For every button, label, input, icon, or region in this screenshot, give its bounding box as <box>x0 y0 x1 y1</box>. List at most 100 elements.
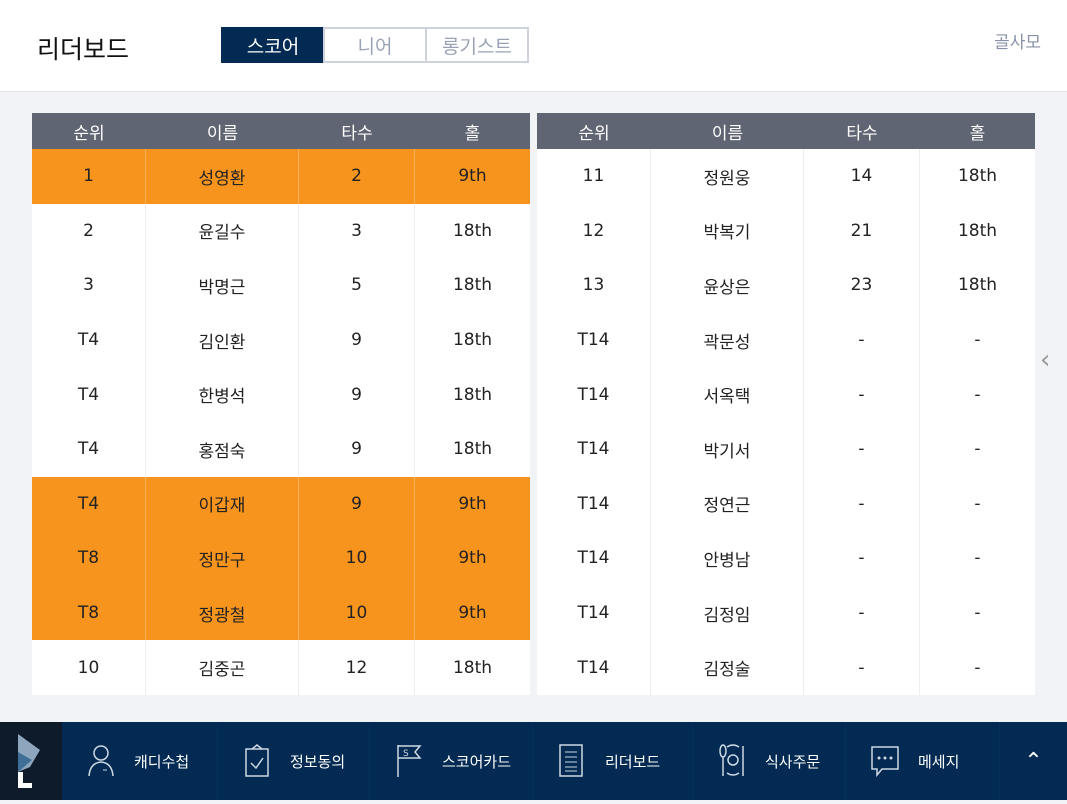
table-row[interactable]: T8 정광철 10 9th <box>32 585 530 641</box>
table-row[interactable]: T14 박기서 - - <box>537 421 1035 477</box>
rank-cell: T14 <box>537 640 651 695</box>
nav-item-0[interactable]: 캐디수첩 <box>62 722 218 800</box>
hole-cell: 18th <box>957 275 998 296</box>
name-cell: 김중곤 <box>146 640 299 695</box>
name-cell: 박기서 <box>651 421 804 477</box>
column-header: 타수 <box>341 123 373 144</box>
hole-cell: - <box>974 657 981 678</box>
table-row[interactable]: T14 곽문성 - - <box>537 312 1035 368</box>
name-cell: 성영환 <box>146 149 299 204</box>
column-header: 홀 <box>464 123 481 144</box>
meal-icon <box>719 744 744 776</box>
table-header: 순위 이름 타수 홀 <box>537 113 1035 149</box>
strokes-cell: 3 <box>299 203 415 259</box>
table-row[interactable]: 3 박명근 5 18th <box>32 258 530 313</box>
name-cell: 김인환 <box>146 312 299 368</box>
strokes-cell: - <box>804 531 920 586</box>
strokes-cell: - <box>804 640 920 695</box>
table-row[interactable]: T8 정만구 10 9th <box>32 531 530 586</box>
rank-cell: T14 <box>537 367 651 422</box>
rank-cell: 3 <box>32 258 146 313</box>
flag-icon: S <box>397 745 422 777</box>
table-row[interactable]: 10 김중곤 12 18th <box>32 640 530 695</box>
bottom-nav: 캐디수첩 정보동의 S 스코어카드 리더보드 식사주문 메세지 ⌃ <box>0 722 1067 800</box>
column-header: 이름 <box>206 123 239 144</box>
nav-label: 리더보드 <box>605 752 661 771</box>
rank-cell: 1 <box>32 149 146 204</box>
column-header: 타수 <box>846 123 878 144</box>
nav-item-1[interactable]: 정보동의 <box>218 722 370 800</box>
table-row[interactable]: T4 김인환 9 18th <box>32 312 530 368</box>
name-cell: 김정술 <box>651 640 804 695</box>
name-cell: 정광철 <box>146 585 299 641</box>
strokes-cell: 9 <box>299 476 415 532</box>
name-cell: 김정임 <box>651 585 804 641</box>
strokes-cell: 23 <box>804 258 920 313</box>
name-cell: 박복기 <box>651 203 804 259</box>
rank-cell: T8 <box>32 531 146 586</box>
rank-cell: 13 <box>537 258 651 313</box>
tab-group: 스코어 니어 롱기스트 <box>221 27 529 63</box>
caddie-icon <box>88 745 114 777</box>
table-row[interactable]: T4 이갑재 9 9th <box>32 476 530 532</box>
strokes-cell: 12 <box>299 640 415 695</box>
table-row[interactable]: T14 김정술 - - <box>537 640 1035 695</box>
hole-cell: 18th <box>957 166 998 187</box>
nav-label: 메세지 <box>918 752 960 771</box>
chevron-left-icon[interactable]: ‹ <box>1040 345 1051 375</box>
table-row[interactable]: T14 김정임 - - <box>537 585 1035 641</box>
table-header: 순위 이름 타수 홀 <box>32 113 530 149</box>
rank-cell: T8 <box>32 585 146 641</box>
nav-item-2[interactable]: S 스코어카드 <box>370 722 533 800</box>
column-header: 순위 <box>73 123 105 144</box>
name-cell: 이갑재 <box>146 476 299 532</box>
name-cell: 정연근 <box>651 476 804 532</box>
table-row[interactable]: T14 정연근 - - <box>537 476 1035 532</box>
app-logo[interactable] <box>0 722 68 800</box>
rank-cell: 11 <box>537 149 651 204</box>
table-row[interactable]: 12 박복기 21 18th <box>537 203 1035 259</box>
hole-cell: - <box>974 330 981 351</box>
tab-score[interactable]: 스코어 <box>221 27 325 63</box>
strokes-cell: 2 <box>299 149 415 204</box>
table-row[interactable]: 11 정원웅 14 18th <box>537 149 1035 204</box>
nav-item-3[interactable]: 리더보드 <box>533 722 693 800</box>
nav-item-4[interactable]: 식사주문 <box>693 722 846 800</box>
nav-label: 캐디수첩 <box>134 752 190 771</box>
strokes-cell: 5 <box>299 258 415 313</box>
strokes-cell: 21 <box>804 203 920 259</box>
tab-near[interactable]: 니어 <box>323 27 427 63</box>
table-row[interactable]: T14 서옥택 - - <box>537 367 1035 422</box>
strokes-cell: 10 <box>299 531 415 586</box>
table-row[interactable]: 2 윤길수 3 18th <box>32 203 530 259</box>
nav-item-5[interactable]: 메세지 <box>846 722 1000 800</box>
hole-cell: 18th <box>452 439 493 460</box>
tab-longest[interactable]: 롱기스트 <box>425 27 529 63</box>
strokes-cell: - <box>804 476 920 532</box>
hole-cell: 18th <box>452 220 493 241</box>
name-cell: 안병남 <box>651 531 804 586</box>
strokes-cell: - <box>804 585 920 641</box>
hole-cell: 9th <box>458 493 487 514</box>
table-row[interactable]: T4 홍점숙 9 18th <box>32 421 530 477</box>
hole-cell: 9th <box>458 603 487 624</box>
table-row[interactable]: T14 안병남 - - <box>537 531 1035 586</box>
hole-cell: - <box>974 439 981 460</box>
svg-text:S: S <box>403 749 409 759</box>
column-header: 순위 <box>578 123 610 144</box>
rank-cell: T14 <box>537 476 651 532</box>
top-bar: 리더보드 스코어 니어 롱기스트 골사모 <box>0 0 1067 92</box>
hole-cell: 18th <box>452 384 493 405</box>
table-row[interactable]: T4 한병석 9 18th <box>32 367 530 422</box>
rank-cell: T4 <box>32 476 146 532</box>
rank-cell: 10 <box>32 640 146 695</box>
hole-cell: 18th <box>452 657 493 678</box>
hole-cell: 18th <box>957 220 998 241</box>
name-cell: 홍점숙 <box>146 421 299 477</box>
nav-label: 식사주문 <box>765 752 821 771</box>
table-row[interactable]: 13 윤상은 23 18th <box>537 258 1035 313</box>
chevron-up-icon[interactable]: ⌃ <box>1024 748 1043 774</box>
hole-cell: 18th <box>452 330 493 351</box>
rank-cell: T4 <box>32 367 146 422</box>
table-row[interactable]: 1 성영환 2 9th <box>32 149 530 204</box>
